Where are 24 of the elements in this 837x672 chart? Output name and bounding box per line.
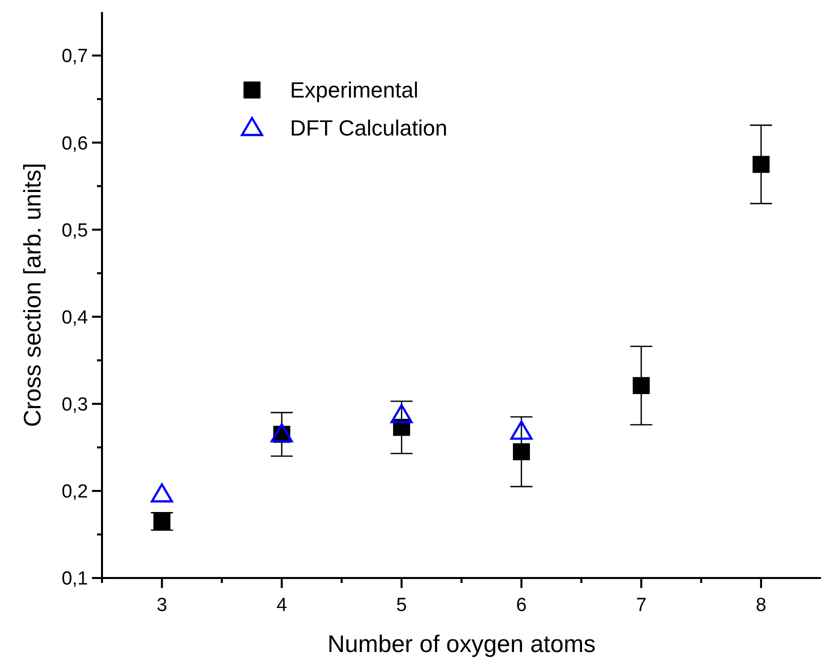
legend-label: Experimental xyxy=(290,78,418,103)
y-tick-label: 0,7 xyxy=(62,46,88,68)
point xyxy=(510,420,533,440)
y-tick-label: 0,2 xyxy=(62,482,88,503)
legend-label: DFT Calculation xyxy=(290,116,448,141)
point xyxy=(390,404,413,424)
x-tick-label: 7 xyxy=(636,595,647,616)
point xyxy=(752,156,770,173)
x-axis-title: Number of oxygen atoms xyxy=(327,631,596,658)
point xyxy=(632,377,650,394)
y-tick-label: 0,5 xyxy=(62,220,88,242)
y-tick-label: 0,3 xyxy=(62,394,88,416)
x-tick-label: 4 xyxy=(276,595,288,616)
x-tick-label: 6 xyxy=(516,595,527,616)
point xyxy=(512,443,530,460)
point xyxy=(150,483,174,503)
x-tick-label: 5 xyxy=(396,595,407,616)
y-tick-label: 0,1 xyxy=(62,568,88,590)
point xyxy=(153,512,170,530)
y-tick-label: 0,6 xyxy=(62,133,88,154)
x-tick-label: 8 xyxy=(756,595,766,616)
y-axis-title: Cross section [arb. units] xyxy=(19,162,46,428)
y-tick-label: 0,4 xyxy=(62,307,88,328)
x-tick-label: 3 xyxy=(156,595,168,616)
